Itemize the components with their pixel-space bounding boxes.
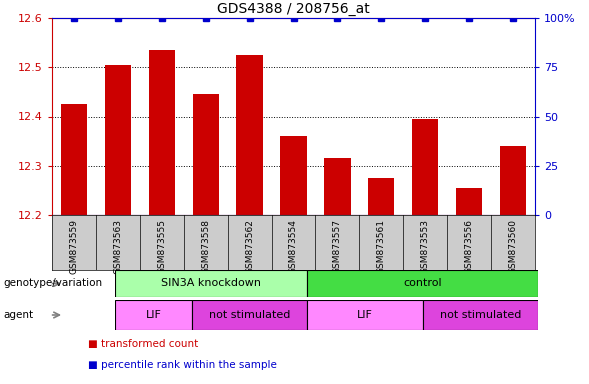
Text: GSM873563: GSM873563 (113, 219, 123, 275)
Bar (307, 270, 538, 297)
Text: agent: agent (3, 310, 33, 320)
Title: GDS4388 / 208756_at: GDS4388 / 208756_at (217, 2, 370, 16)
Bar (423, 300, 538, 330)
Bar (324, 158, 350, 215)
Text: GSM873557: GSM873557 (333, 219, 342, 275)
Text: LIF: LIF (357, 310, 373, 320)
Bar (115, 270, 307, 297)
Bar (148, 50, 175, 215)
Text: GSM873556: GSM873556 (465, 219, 474, 275)
Text: genotype/variation: genotype/variation (3, 278, 102, 288)
Bar (236, 55, 263, 215)
Bar (500, 146, 526, 215)
Text: control: control (403, 278, 442, 288)
Text: LIF: LIF (145, 310, 161, 320)
Bar (456, 188, 482, 215)
Text: ■ percentile rank within the sample: ■ percentile rank within the sample (88, 360, 277, 370)
Text: GSM873562: GSM873562 (245, 219, 254, 274)
Bar (412, 119, 438, 215)
Bar (193, 94, 219, 215)
Bar (61, 104, 87, 215)
Bar (280, 136, 307, 215)
Bar (307, 300, 423, 330)
Text: GSM873559: GSM873559 (70, 219, 78, 275)
Bar (105, 65, 131, 215)
Text: GSM873553: GSM873553 (421, 219, 430, 275)
Text: not stimulated: not stimulated (439, 310, 521, 320)
Bar (368, 178, 395, 215)
Text: ■ transformed count: ■ transformed count (88, 339, 198, 349)
Text: GSM873558: GSM873558 (201, 219, 210, 275)
Text: not stimulated: not stimulated (209, 310, 290, 320)
Bar (115, 300, 192, 330)
Text: SIN3A knockdown: SIN3A knockdown (161, 278, 261, 288)
Text: GSM873561: GSM873561 (377, 219, 386, 275)
Bar (192, 300, 307, 330)
Text: GSM873560: GSM873560 (508, 219, 518, 275)
Text: GSM873555: GSM873555 (157, 219, 166, 275)
Text: GSM873554: GSM873554 (289, 219, 298, 274)
